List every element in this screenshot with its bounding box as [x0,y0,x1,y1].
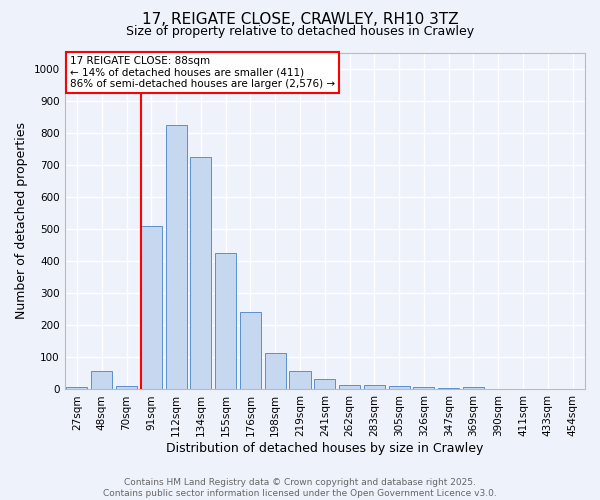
Bar [116,386,137,390]
Text: 17, REIGATE CLOSE, CRAWLEY, RH10 3TZ: 17, REIGATE CLOSE, CRAWLEY, RH10 3TZ [142,12,458,28]
Bar [389,386,410,390]
Bar [141,226,162,390]
Bar [314,379,335,390]
Bar [413,387,434,390]
Bar [67,387,88,390]
Y-axis label: Number of detached properties: Number of detached properties [15,122,28,320]
Text: 17 REIGATE CLOSE: 88sqm
← 14% of detached houses are smaller (411)
86% of semi-d: 17 REIGATE CLOSE: 88sqm ← 14% of detache… [70,56,335,89]
Bar [215,253,236,390]
Bar [339,386,360,390]
Text: Contains HM Land Registry data © Crown copyright and database right 2025.
Contai: Contains HM Land Registry data © Crown c… [103,478,497,498]
Bar [265,352,286,390]
Bar [438,388,459,390]
Bar [463,387,484,390]
Bar [289,371,311,390]
Bar [166,124,187,390]
Bar [364,386,385,390]
Bar [190,157,211,390]
X-axis label: Distribution of detached houses by size in Crawley: Distribution of detached houses by size … [166,442,484,455]
Bar [240,312,261,390]
Text: Size of property relative to detached houses in Crawley: Size of property relative to detached ho… [126,25,474,38]
Bar [91,371,112,390]
